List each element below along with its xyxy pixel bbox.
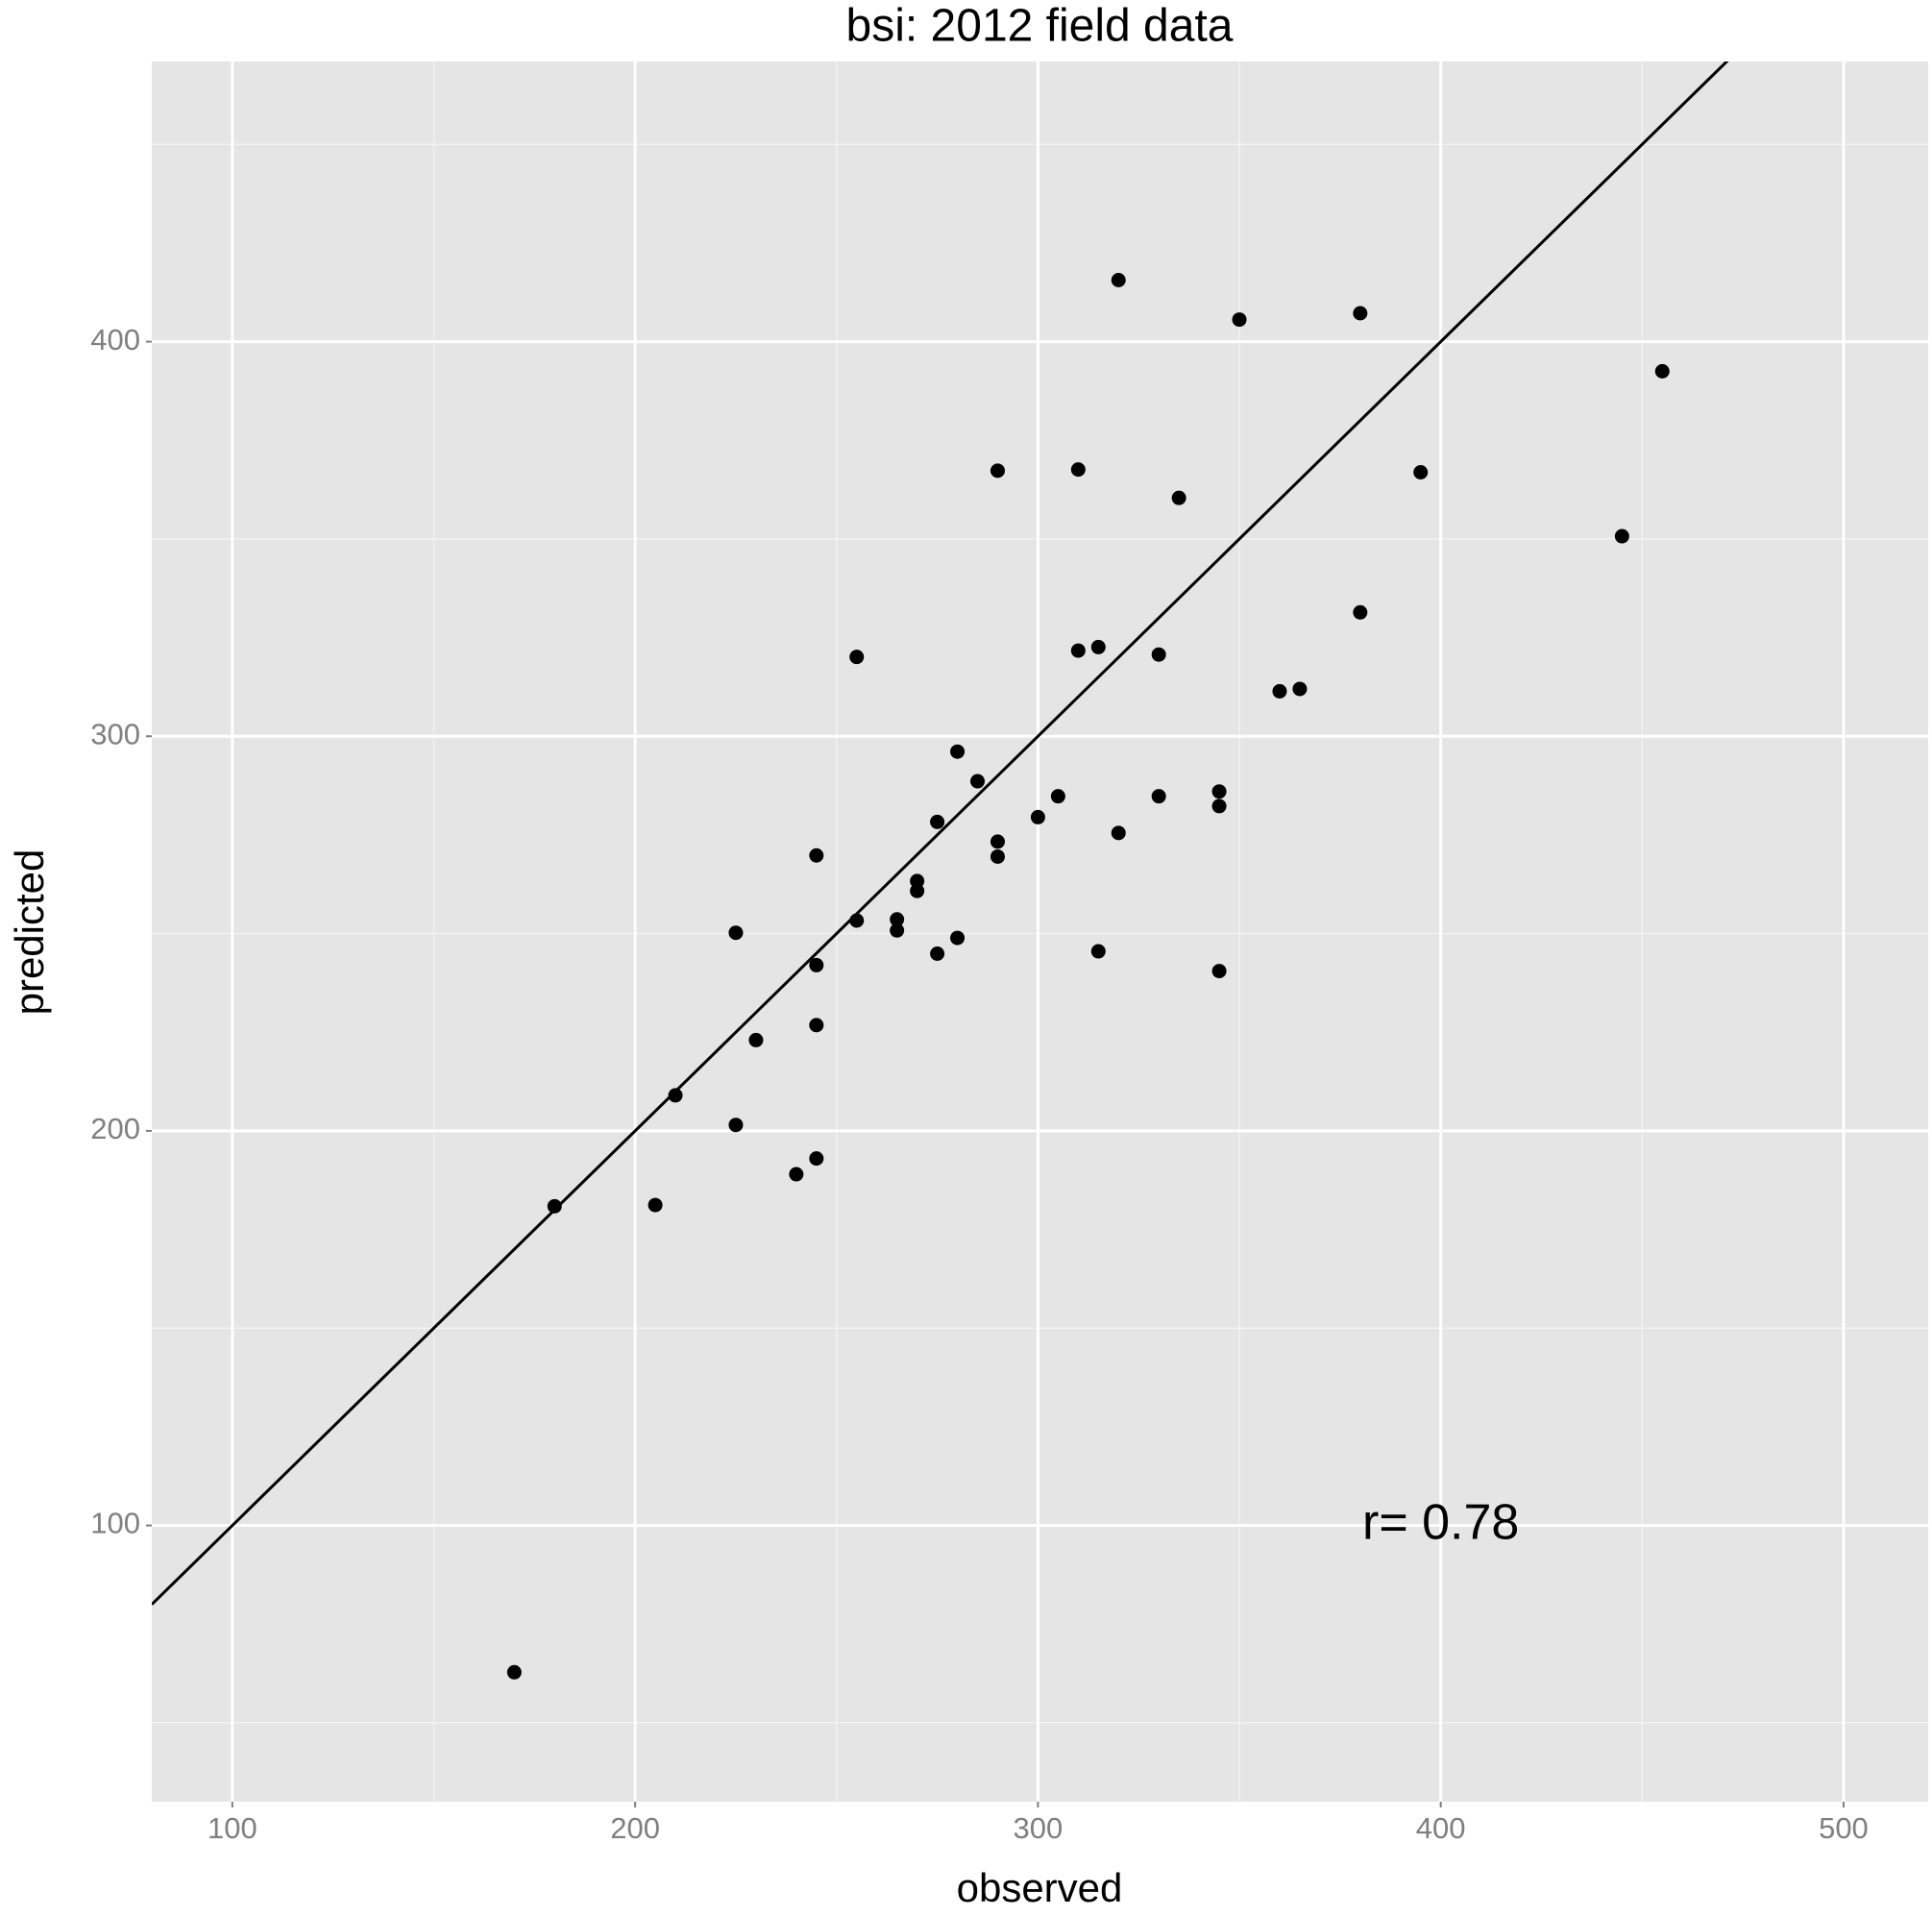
plot-area xyxy=(152,61,1729,1680)
point xyxy=(809,1018,824,1033)
point xyxy=(950,930,966,946)
y-axis-label: predicted xyxy=(7,849,52,1016)
point xyxy=(789,1167,804,1182)
point xyxy=(1353,604,1368,620)
point xyxy=(970,774,986,789)
y-tick-label: 100 xyxy=(90,1507,140,1540)
x-tick-label: 300 xyxy=(1014,1811,1064,1845)
point xyxy=(1413,464,1429,479)
point xyxy=(990,463,1005,479)
point xyxy=(950,744,966,759)
x-tick-label: 500 xyxy=(1819,1811,1869,1845)
point xyxy=(910,883,925,898)
point xyxy=(668,1088,683,1103)
point xyxy=(1111,825,1126,841)
point xyxy=(890,912,905,927)
point xyxy=(1211,964,1227,979)
point xyxy=(1151,647,1166,662)
point xyxy=(1070,462,1086,478)
point xyxy=(809,848,824,863)
point xyxy=(809,957,824,972)
point xyxy=(1090,944,1106,959)
point xyxy=(728,925,744,941)
point xyxy=(1050,789,1065,804)
reference-line xyxy=(152,61,1729,1606)
point xyxy=(1292,681,1308,697)
point xyxy=(1171,490,1186,505)
point xyxy=(910,873,925,889)
point xyxy=(990,848,1005,864)
y-tick-label: 400 xyxy=(90,323,140,356)
point xyxy=(1070,643,1086,658)
point xyxy=(990,834,1005,849)
point xyxy=(1030,809,1045,824)
x-tick-label: 100 xyxy=(208,1811,257,1845)
y-tick-label: 200 xyxy=(90,1112,140,1145)
point xyxy=(1614,528,1629,544)
x-tick-label: 200 xyxy=(610,1811,660,1845)
point xyxy=(547,1198,562,1214)
point xyxy=(1272,683,1287,699)
point xyxy=(890,922,905,938)
point xyxy=(648,1197,663,1213)
point xyxy=(1211,799,1227,814)
annotation: r= 0.78 xyxy=(1362,1494,1519,1550)
point xyxy=(930,814,945,829)
point xyxy=(849,650,865,665)
x-axis-label: observed xyxy=(957,1865,1123,1910)
x-tick-label: 400 xyxy=(1416,1811,1466,1845)
chart-title: bsi: 2012 field data xyxy=(846,1,1234,52)
point xyxy=(1654,363,1670,379)
point xyxy=(728,1118,744,1133)
point xyxy=(1151,789,1166,804)
point xyxy=(1353,306,1368,321)
point xyxy=(930,946,945,961)
point xyxy=(809,1151,824,1167)
panel xyxy=(152,61,1928,1802)
point xyxy=(1232,312,1247,328)
point xyxy=(849,913,865,928)
point xyxy=(748,1032,764,1047)
point xyxy=(1211,784,1227,799)
y-tick-label: 300 xyxy=(90,717,140,750)
point xyxy=(1090,639,1106,654)
point xyxy=(1111,273,1126,288)
point xyxy=(506,1664,522,1680)
